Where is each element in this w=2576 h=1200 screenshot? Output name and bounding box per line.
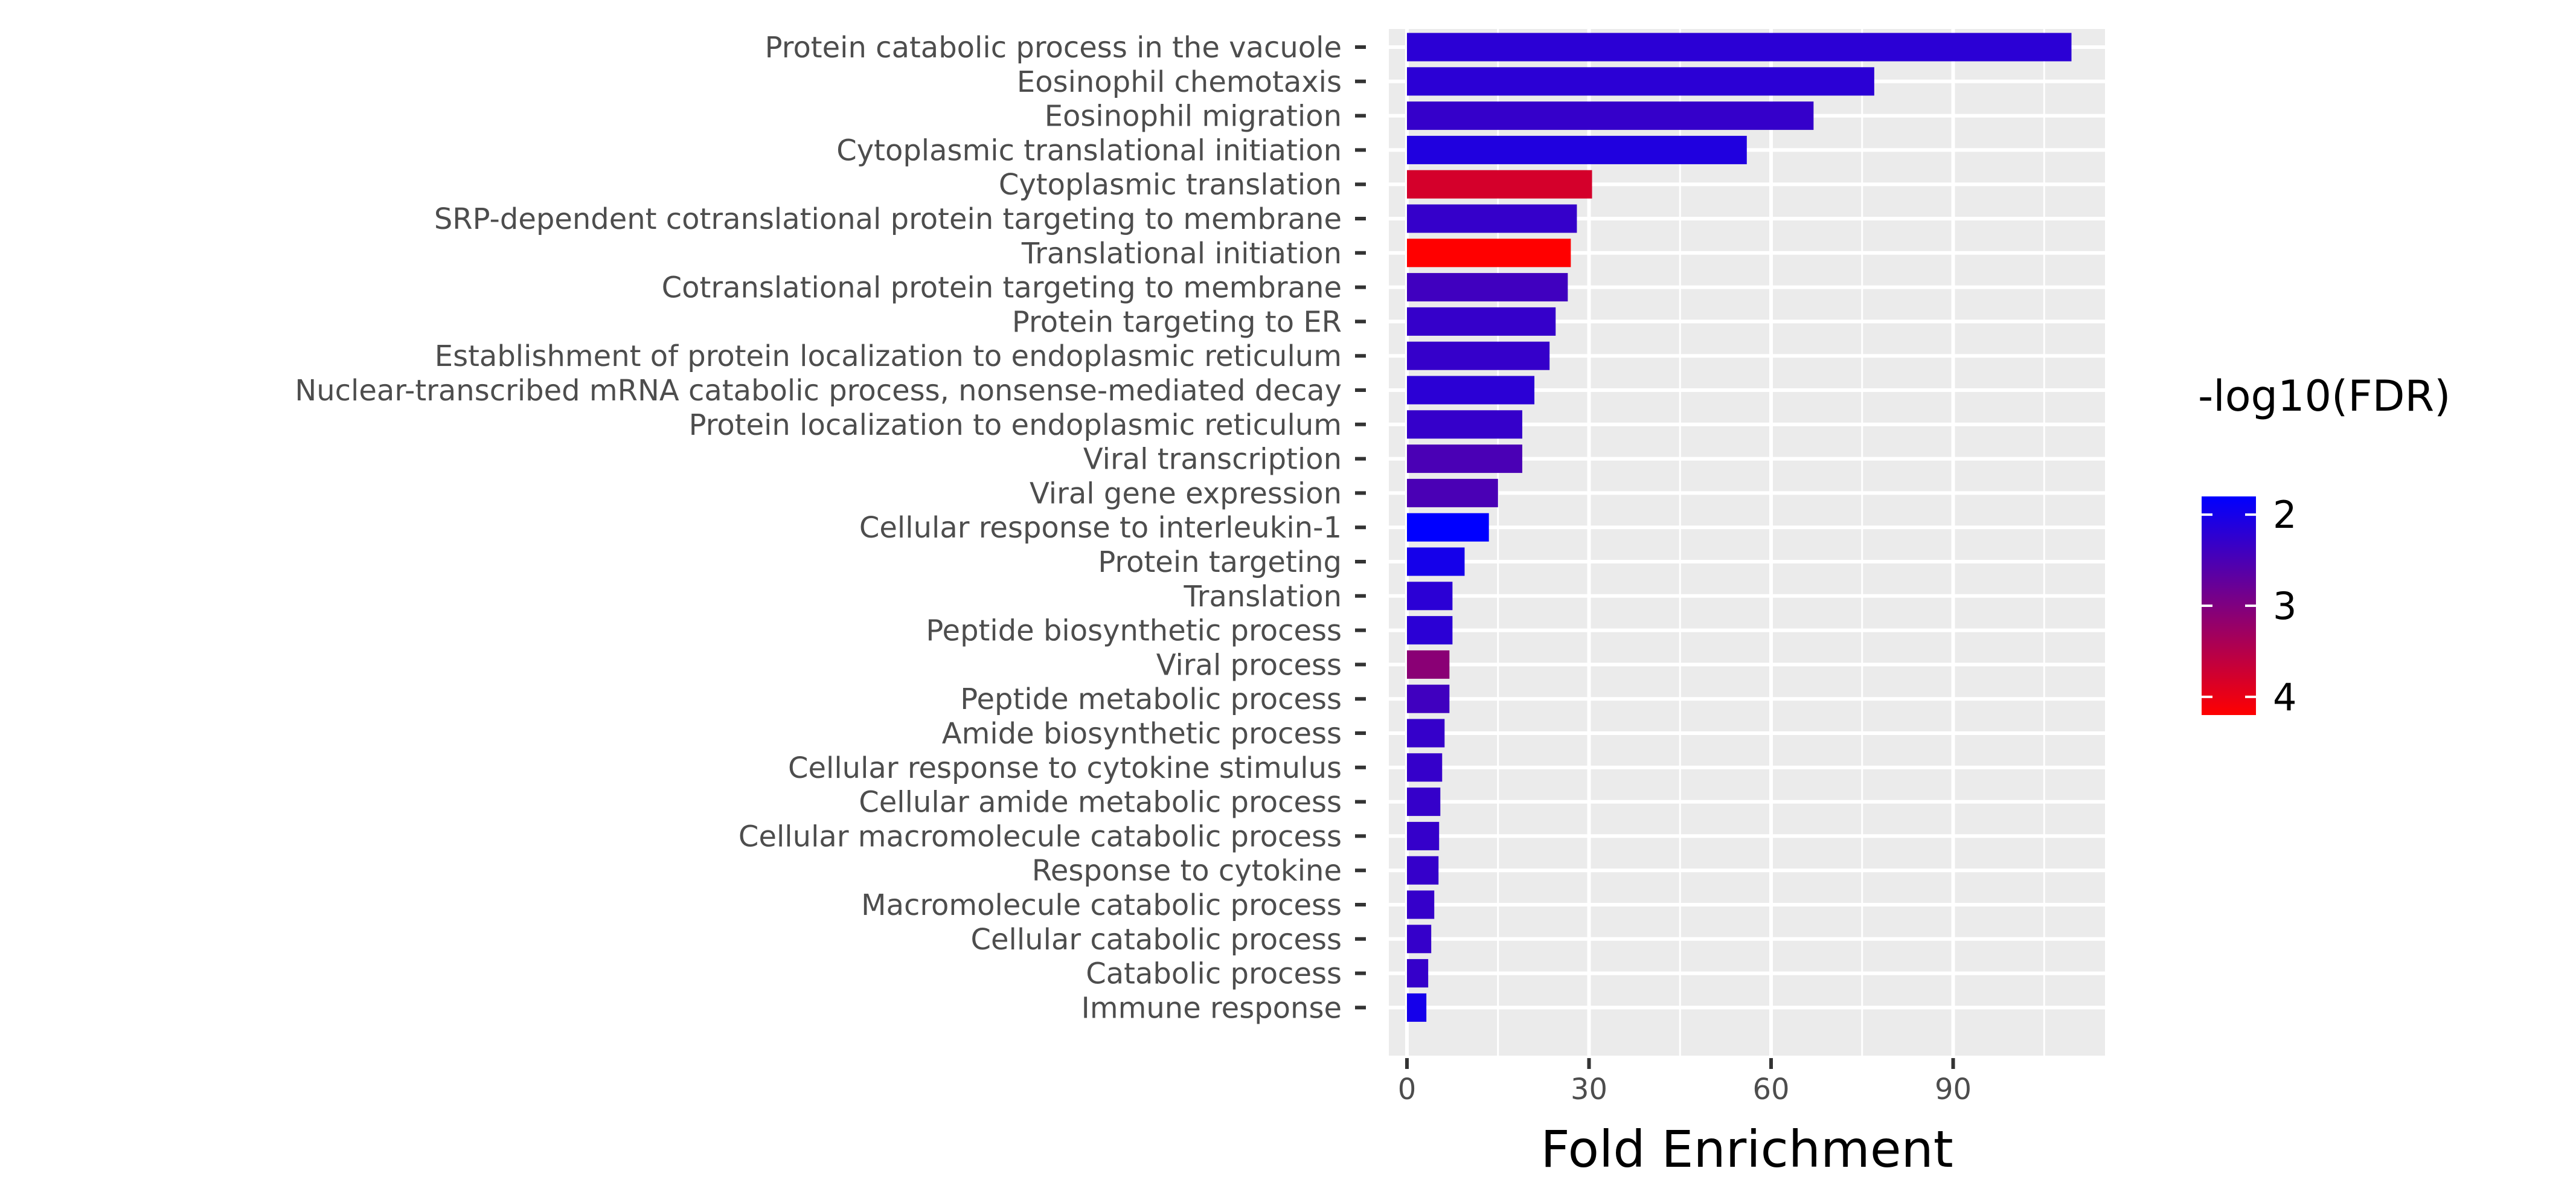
bar-20: [1407, 719, 1445, 748]
bar-27: [1407, 959, 1429, 988]
category-label-12: Viral transcription: [1083, 443, 1342, 476]
category-label-16: Translation: [1183, 580, 1342, 614]
bar-7: [1407, 273, 1568, 302]
category-label-19: Peptide metabolic process: [960, 682, 1342, 716]
bar-25: [1407, 890, 1435, 919]
bar-22: [1407, 788, 1441, 817]
bar-5: [1407, 204, 1577, 233]
category-label-24: Response to cytokine: [1032, 854, 1342, 888]
category-labels: Protein catabolic process in the vacuole…: [295, 31, 1366, 1025]
category-label-8: Protein targeting to ER: [1012, 305, 1342, 339]
bar-23: [1407, 821, 1440, 850]
bar-6: [1407, 239, 1571, 268]
bar-0: [1407, 33, 2072, 62]
bar-3: [1407, 135, 1747, 164]
bars: [1407, 33, 2072, 1022]
category-label-14: Cellular response to interleukin-1: [859, 511, 1342, 545]
bar-9: [1407, 341, 1550, 370]
category-label-2: Eosinophil migration: [1045, 100, 1342, 133]
bar-12: [1407, 444, 1522, 473]
category-label-17: Peptide biosynthetic process: [926, 614, 1342, 648]
x-axis: 0 30 60 90: [1398, 1058, 1972, 1106]
category-label-11: Protein localization to endoplasmic reti…: [689, 408, 1342, 442]
legend-label-1: 3: [2273, 584, 2296, 628]
category-label-10: Nuclear-transcribed mRNA catabolic proce…: [295, 374, 1342, 408]
color-legend: -log10(FDR) 2 3 4: [2198, 371, 2450, 719]
bar-1: [1407, 67, 1874, 96]
category-label-0: Protein catabolic process in the vacuole: [765, 31, 1342, 65]
category-label-4: Cytoplasmic translation: [999, 168, 1342, 202]
bar-16: [1407, 582, 1453, 611]
category-label-26: Cellular catabolic process: [970, 923, 1342, 957]
bar-10: [1407, 376, 1535, 405]
category-label-27: Catabolic process: [1086, 957, 1342, 991]
bar-15: [1407, 547, 1465, 576]
bar-24: [1407, 856, 1439, 885]
category-label-22: Cellular amide metabolic process: [859, 786, 1342, 820]
bar-13: [1407, 478, 1498, 507]
category-label-5: SRP-dependent cotranslational protein ta…: [434, 202, 1342, 236]
legend-label-0: 2: [2273, 493, 2296, 537]
category-label-7: Cotranslational protein targeting to mem…: [662, 271, 1342, 305]
x-tick-label-2: 60: [1752, 1073, 1789, 1106]
x-tick-label-1: 30: [1571, 1073, 1607, 1106]
bar-18: [1407, 650, 1450, 679]
category-label-21: Cellular response to cytokine stimulus: [788, 751, 1342, 785]
bar-17: [1407, 616, 1453, 645]
category-label-18: Viral process: [1156, 648, 1342, 682]
category-label-1: Eosinophil chemotaxis: [1017, 65, 1342, 99]
bar-19: [1407, 684, 1450, 713]
bar-28: [1407, 993, 1427, 1022]
category-label-13: Viral gene expression: [1030, 476, 1342, 510]
plot-panel: [1389, 29, 2105, 1056]
legend-label-2: 4: [2273, 675, 2296, 719]
category-label-23: Cellular macromolecule catabolic process: [739, 820, 1342, 853]
bar-11: [1407, 410, 1522, 439]
bar-26: [1407, 925, 1432, 954]
category-label-28: Immune response: [1081, 991, 1342, 1025]
bar-2: [1407, 101, 1814, 130]
bar-21: [1407, 753, 1443, 782]
category-label-25: Macromolecule catabolic process: [861, 888, 1342, 922]
category-label-9: Establishment of protein localization to…: [435, 339, 1342, 373]
bar-4: [1407, 170, 1592, 199]
x-axis-title: Fold Enrichment: [1540, 1120, 1953, 1179]
x-tick-label-3: 90: [1935, 1073, 1972, 1106]
category-label-20: Amide biosynthetic process: [942, 717, 1342, 751]
category-label-15: Protein targeting: [1098, 545, 1342, 579]
legend-title: -log10(FDR): [2198, 371, 2450, 421]
x-tick-label-0: 0: [1398, 1073, 1417, 1106]
category-label-3: Cytoplasmic translational initiation: [836, 133, 1342, 167]
bar-14: [1407, 513, 1489, 542]
bar-8: [1407, 307, 1556, 336]
category-label-6: Translational initiation: [1021, 237, 1342, 271]
